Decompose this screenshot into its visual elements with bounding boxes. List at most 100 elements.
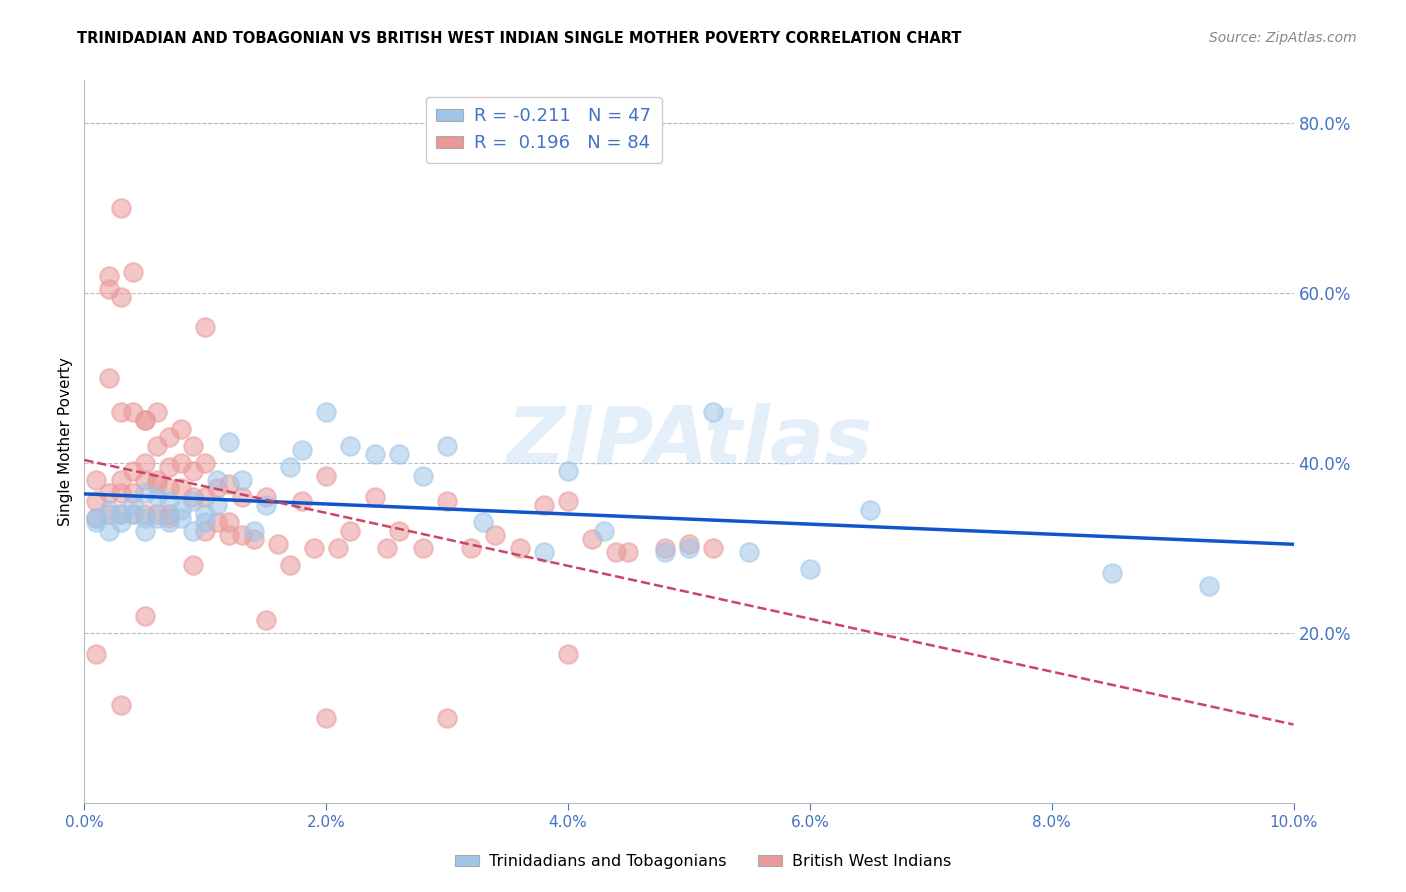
Point <box>134 473 156 487</box>
Point <box>605 545 627 559</box>
Point <box>86 511 108 525</box>
Point <box>557 464 579 478</box>
Point <box>157 516 180 530</box>
Point <box>121 507 143 521</box>
Point <box>412 541 434 555</box>
Point <box>146 511 169 525</box>
Point <box>315 468 337 483</box>
Point <box>194 490 217 504</box>
Legend: Trinidadians and Tobagonians, British West Indians: Trinidadians and Tobagonians, British We… <box>449 847 957 875</box>
Point <box>170 481 193 495</box>
Point <box>110 698 132 712</box>
Point <box>460 541 482 555</box>
Point <box>121 464 143 478</box>
Point <box>146 439 169 453</box>
Point <box>97 281 120 295</box>
Point <box>194 507 217 521</box>
Point <box>302 541 325 555</box>
Point <box>194 524 217 538</box>
Point <box>339 524 361 538</box>
Point <box>799 562 821 576</box>
Point <box>110 516 132 530</box>
Point <box>146 405 169 419</box>
Point <box>388 447 411 461</box>
Point <box>170 511 193 525</box>
Point <box>436 711 458 725</box>
Point <box>110 201 132 215</box>
Point <box>134 485 156 500</box>
Point <box>146 477 169 491</box>
Point <box>146 507 169 521</box>
Point <box>134 608 156 623</box>
Point <box>86 473 108 487</box>
Point <box>702 541 724 555</box>
Point <box>134 413 156 427</box>
Point <box>533 498 555 512</box>
Point <box>170 422 193 436</box>
Point <box>291 494 314 508</box>
Point <box>315 405 337 419</box>
Point <box>678 541 700 555</box>
Point <box>678 536 700 550</box>
Point <box>231 528 253 542</box>
Point <box>375 541 398 555</box>
Point <box>181 524 204 538</box>
Point <box>1101 566 1123 581</box>
Point <box>363 490 385 504</box>
Point <box>97 268 120 283</box>
Point <box>315 711 337 725</box>
Point <box>110 507 132 521</box>
Point <box>581 533 603 547</box>
Point <box>533 545 555 559</box>
Point <box>157 494 180 508</box>
Point <box>157 511 180 525</box>
Point <box>157 481 180 495</box>
Point <box>436 439 458 453</box>
Point <box>859 502 882 516</box>
Point <box>328 541 350 555</box>
Point <box>194 319 217 334</box>
Point <box>134 511 156 525</box>
Point <box>557 494 579 508</box>
Point <box>254 613 277 627</box>
Point <box>207 473 229 487</box>
Point <box>617 545 640 559</box>
Point <box>207 516 229 530</box>
Point <box>436 494 458 508</box>
Point <box>170 456 193 470</box>
Point <box>97 524 120 538</box>
Y-axis label: Single Mother Poverty: Single Mother Poverty <box>58 357 73 526</box>
Point <box>134 507 156 521</box>
Point <box>194 516 217 530</box>
Point <box>181 439 204 453</box>
Point <box>654 545 676 559</box>
Point <box>702 405 724 419</box>
Point <box>509 541 531 555</box>
Point <box>146 473 169 487</box>
Point <box>110 485 132 500</box>
Point <box>121 405 143 419</box>
Point <box>218 477 240 491</box>
Point <box>242 533 264 547</box>
Point <box>218 516 240 530</box>
Point <box>278 460 301 475</box>
Point <box>181 494 204 508</box>
Point <box>654 541 676 555</box>
Point <box>110 473 132 487</box>
Point <box>339 439 361 453</box>
Point <box>86 511 108 525</box>
Point <box>254 498 277 512</box>
Text: ZIPAtlas: ZIPAtlas <box>506 402 872 481</box>
Point <box>121 485 143 500</box>
Point <box>157 430 180 444</box>
Point <box>218 528 240 542</box>
Point <box>388 524 411 538</box>
Point <box>278 558 301 572</box>
Point <box>484 528 506 542</box>
Point <box>231 490 253 504</box>
Point <box>97 507 120 521</box>
Point <box>207 498 229 512</box>
Point <box>157 460 180 475</box>
Point <box>97 502 120 516</box>
Point <box>412 468 434 483</box>
